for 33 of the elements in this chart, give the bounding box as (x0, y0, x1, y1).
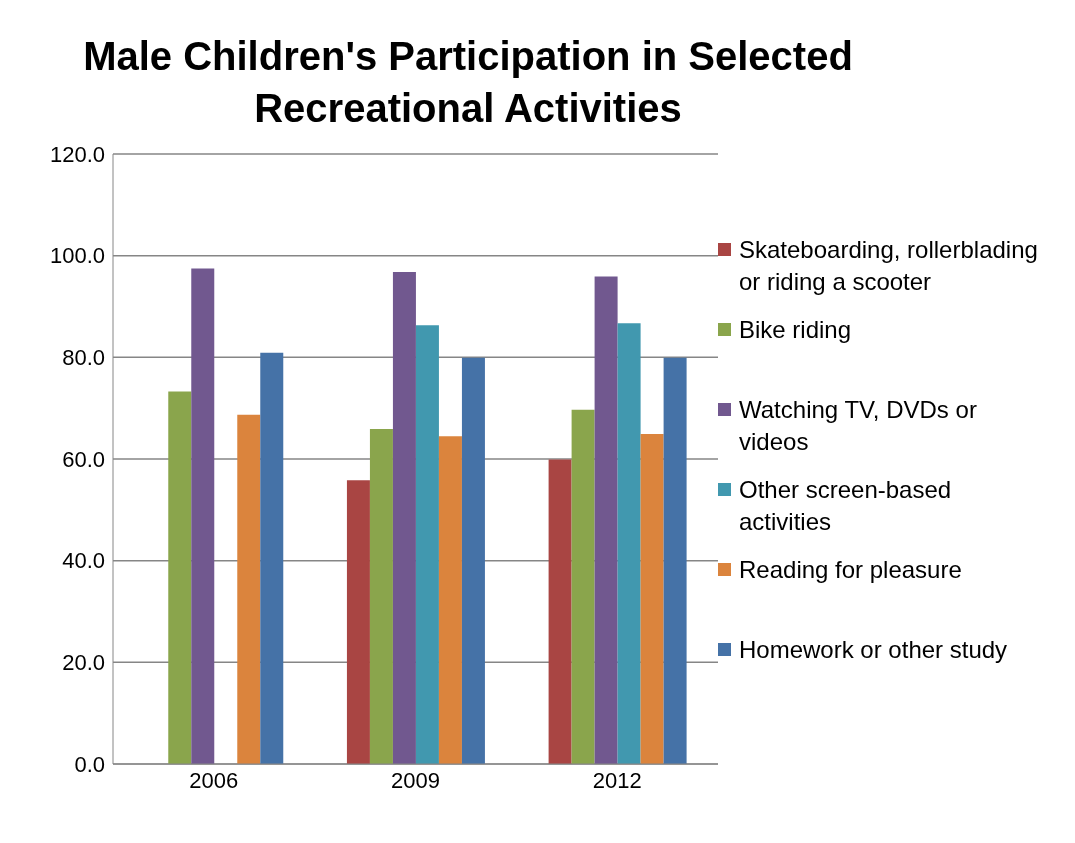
bar (617, 323, 641, 764)
bar (168, 391, 192, 764)
x-tick-label: 2009 (391, 767, 440, 793)
x-tick-label: 2006 (189, 767, 239, 793)
y-tick-label: 40.0 (62, 548, 105, 574)
bar (260, 352, 284, 764)
legend-label: Reading for pleasure (739, 555, 962, 585)
y-tick-label: 120.0 (49, 141, 105, 167)
bar (594, 276, 618, 764)
y-tick-label: 100.0 (49, 243, 105, 269)
legend-label: Homework or other study (739, 635, 1008, 665)
bar (548, 459, 572, 764)
legend-label: Skateboarding, rollerblading or riding a scooter (739, 235, 1039, 297)
legend-label: Bike riding (739, 315, 852, 345)
x-tick-label: 2012 (592, 767, 642, 793)
legend-label: Other screen-based activities (739, 475, 953, 537)
bar (415, 325, 439, 764)
y-tick-label: 0.0 (74, 751, 105, 777)
bar (191, 268, 215, 764)
bar (438, 436, 462, 764)
y-tick-label: 60.0 (62, 446, 105, 472)
y-tick-label: 20.0 (62, 650, 105, 676)
bar (663, 357, 687, 764)
bar (346, 480, 370, 764)
chart-title: Male Children's Participation in Selected Recreational Activities (82, 33, 854, 132)
bar (392, 271, 416, 764)
legend-label: Watching TV, DVDs or videos (739, 395, 978, 457)
bar (461, 357, 485, 764)
bar (640, 434, 664, 764)
bar (237, 414, 261, 764)
bar (571, 409, 595, 764)
y-tick-label: 80.0 (62, 345, 105, 371)
bar (369, 429, 393, 764)
